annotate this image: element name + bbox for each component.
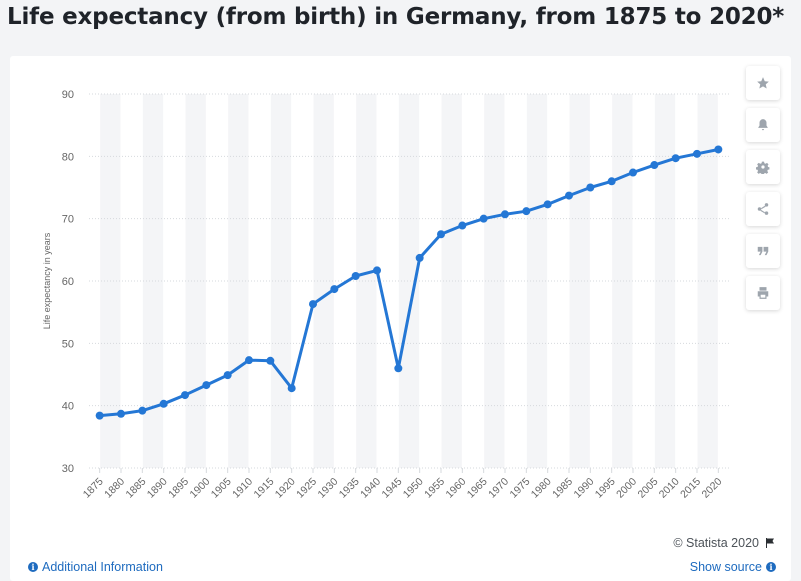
data-point <box>117 409 125 418</box>
data-point <box>501 210 509 219</box>
x-tick-label: 1975 <box>507 476 532 501</box>
y-tick-label: 90 <box>62 89 74 101</box>
x-tick-label: 1945 <box>379 476 404 501</box>
info-icon: i <box>28 562 38 572</box>
x-tick-label: 2010 <box>657 476 682 501</box>
x-tick-label: 1990 <box>571 476 596 501</box>
x-tick-label: 1965 <box>465 476 490 501</box>
data-point <box>245 356 253 365</box>
copyright-notice: © Statista 2020 <box>673 536 776 550</box>
data-point <box>565 191 573 200</box>
gear-icon <box>756 161 770 174</box>
data-point <box>138 406 147 415</box>
data-point <box>607 177 616 186</box>
info-icon: i <box>766 562 776 572</box>
data-point <box>522 207 531 216</box>
x-tick-label: 1930 <box>315 476 340 501</box>
x-tick-label: 2005 <box>635 476 660 501</box>
x-tick-label: 1900 <box>187 476 212 501</box>
favorite-button[interactable] <box>746 66 780 100</box>
page-title: Life expectancy (from birth) in Germany,… <box>7 4 785 30</box>
data-point <box>693 149 701 158</box>
data-point <box>266 356 275 365</box>
star-icon <box>757 77 769 89</box>
data-point <box>394 364 403 373</box>
additional-info-link[interactable]: i Additional Information <box>28 560 163 574</box>
data-point <box>95 411 104 420</box>
data-point <box>330 285 339 294</box>
data-point <box>671 154 680 163</box>
cite-button[interactable] <box>746 234 780 268</box>
data-point <box>373 266 381 275</box>
y-tick-label: 40 <box>62 401 74 413</box>
y-tick-label: 50 <box>62 338 74 350</box>
y-tick-label: 80 <box>62 151 74 163</box>
x-tick-label: 1905 <box>209 476 234 501</box>
x-tick-label: 1890 <box>145 476 170 501</box>
y-tick-label: 60 <box>62 276 74 288</box>
x-tick-label: 1980 <box>529 476 554 501</box>
x-tick-label: 1885 <box>123 476 148 501</box>
data-point <box>458 221 467 230</box>
data-point <box>309 300 317 309</box>
x-tick-label: 2020 <box>699 476 724 501</box>
data-point <box>223 371 232 380</box>
x-tick-label: 1985 <box>550 476 575 501</box>
column-band <box>612 94 633 468</box>
column-band <box>185 94 206 468</box>
x-tick-label: 1920 <box>273 476 298 501</box>
column-band <box>441 94 462 468</box>
x-tick-label: 1960 <box>443 476 468 501</box>
y-tick-label: 70 <box>62 214 74 226</box>
printer-icon <box>757 287 769 299</box>
settings-button[interactable] <box>746 150 780 184</box>
x-tick-label: 2015 <box>678 476 703 501</box>
data-point <box>629 168 637 177</box>
data-point <box>543 200 552 209</box>
quote-icon <box>757 246 769 256</box>
x-tick-label: 1925 <box>294 476 319 501</box>
x-tick-label: 1935 <box>337 476 362 501</box>
x-tick-label: 1950 <box>401 476 426 501</box>
data-point <box>351 272 360 281</box>
x-tick-label: 1995 <box>593 476 618 501</box>
column-band <box>398 94 420 468</box>
data-point <box>415 253 424 262</box>
share-icon <box>757 203 769 215</box>
notification-button[interactable] <box>746 108 780 142</box>
data-point <box>437 230 445 239</box>
x-tick-label: 2000 <box>614 476 639 501</box>
print-button[interactable] <box>746 276 780 310</box>
show-source-link[interactable]: Show source i <box>690 560 776 574</box>
y-axis-label: Life expectancy in years <box>42 232 52 329</box>
line-chart: 30 40 50 60 70 80 90 Life expectancy in years 18… <box>42 89 729 501</box>
data-point <box>287 384 296 393</box>
data-point <box>586 183 595 192</box>
data-point <box>202 381 211 390</box>
y-tick-label: 30 <box>62 463 74 475</box>
x-tick-label: 1875 <box>81 476 106 501</box>
x-tick-label: 1970 <box>486 476 511 501</box>
data-point <box>159 399 168 408</box>
data-point <box>650 161 659 170</box>
x-tick-label: 1880 <box>102 476 127 501</box>
data-point <box>181 391 189 400</box>
bell-icon <box>758 119 768 131</box>
x-tick-label: 1895 <box>166 476 191 501</box>
x-tick-label: 1915 <box>251 476 276 501</box>
share-button[interactable] <box>746 192 780 226</box>
x-tick-label: 1955 <box>422 476 447 501</box>
column-band <box>569 94 590 468</box>
column-band <box>356 94 377 468</box>
data-point <box>479 214 488 223</box>
x-tick-label: 1940 <box>358 476 383 501</box>
data-point <box>714 145 723 154</box>
flag-icon <box>766 538 774 548</box>
chart-card: 30 40 50 60 70 80 90 Life expectancy in years 18… <box>10 56 791 581</box>
column-band <box>228 94 249 468</box>
x-tick-label: 1910 <box>230 476 255 501</box>
